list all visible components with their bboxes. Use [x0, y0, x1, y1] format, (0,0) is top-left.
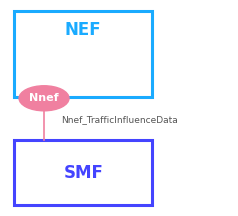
Text: Nnef_TrafficInfluenceData: Nnef_TrafficInfluenceData [61, 116, 178, 125]
Text: NEF: NEF [65, 21, 102, 39]
Ellipse shape [19, 86, 69, 111]
FancyBboxPatch shape [14, 11, 152, 97]
FancyBboxPatch shape [14, 140, 152, 205]
Text: Nnef: Nnef [29, 93, 59, 103]
Text: SMF: SMF [63, 164, 103, 182]
